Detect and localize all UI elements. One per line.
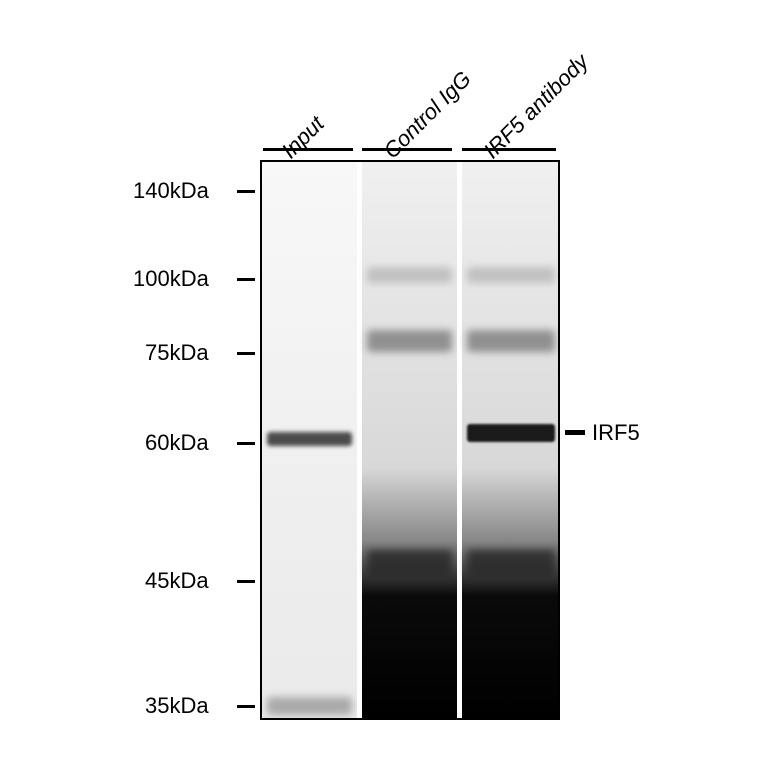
lane-underline — [462, 148, 556, 151]
mw-label-75: 75kDa — [145, 340, 209, 366]
mw-label-35: 35kDa — [145, 693, 209, 719]
lane-irf5-antibody — [462, 162, 560, 718]
lane-underline — [263, 148, 353, 151]
lane-control-igg — [362, 162, 457, 718]
mw-tick — [237, 190, 255, 193]
band-irf5ab-45a — [467, 550, 555, 578]
lane-bg — [362, 162, 457, 718]
mw-label-100: 100kDa — [133, 266, 209, 292]
band-irf5ab-target — [467, 424, 555, 442]
lane-label-input: Input — [277, 111, 330, 164]
band-irf5ab-75 — [467, 330, 555, 352]
mw-label-60: 60kDa — [145, 430, 209, 456]
mw-tick — [237, 705, 255, 708]
mw-label-140: 140kDa — [133, 178, 209, 204]
lane-underline — [362, 148, 452, 151]
mw-label-45: 45kDa — [145, 568, 209, 594]
band-input-irf5 — [267, 432, 353, 446]
target-band-label: IRF5 — [592, 420, 640, 446]
mw-tick — [237, 278, 255, 281]
band-ctrl-75 — [367, 330, 453, 352]
mw-tick — [237, 442, 255, 445]
lane-label-irf5-antibody: IRF5 antibody — [479, 49, 594, 164]
lane-input — [262, 162, 357, 718]
blot-membrane — [260, 160, 560, 720]
target-band-tick — [565, 430, 585, 435]
mw-tick — [237, 580, 255, 583]
band-irf5ab-100 — [467, 267, 555, 283]
band-ctrl-100 — [367, 267, 453, 283]
mw-tick — [237, 352, 255, 355]
band-ctrl-45a — [367, 550, 453, 578]
band-input-lower — [267, 697, 353, 715]
